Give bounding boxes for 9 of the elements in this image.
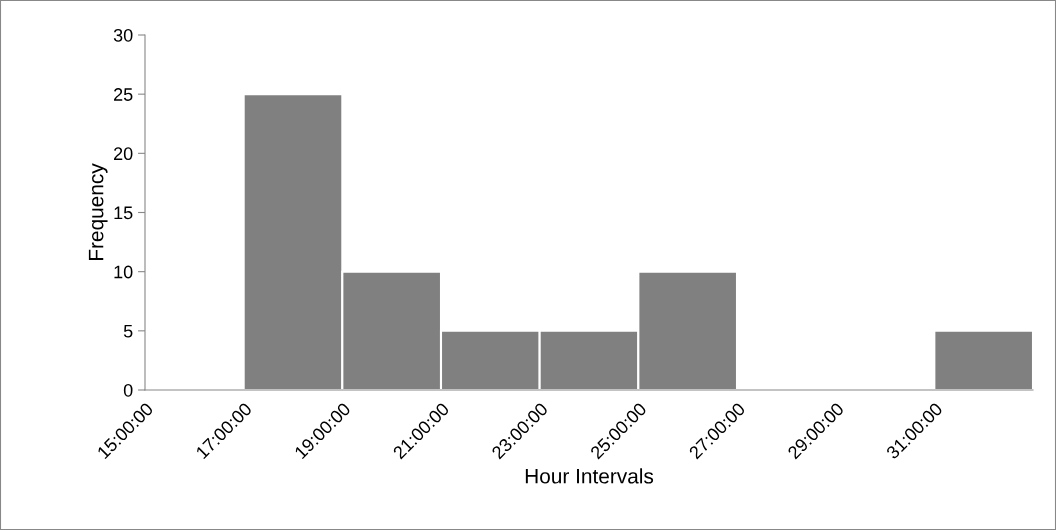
- y-tick-label: 30: [113, 28, 133, 42]
- x-axis-title: Hour Intervals: [525, 468, 654, 484]
- y-tick-label: 20: [114, 147, 133, 161]
- y-tick-label: 15: [114, 206, 133, 220]
- y-tick-label: 5: [123, 324, 133, 338]
- y-tick-label: 10: [114, 265, 133, 279]
- y-tick-label: 25: [114, 88, 133, 101]
- y-axis-title: Frequency: [88, 163, 108, 260]
- y-tick-label: 0: [123, 383, 133, 397]
